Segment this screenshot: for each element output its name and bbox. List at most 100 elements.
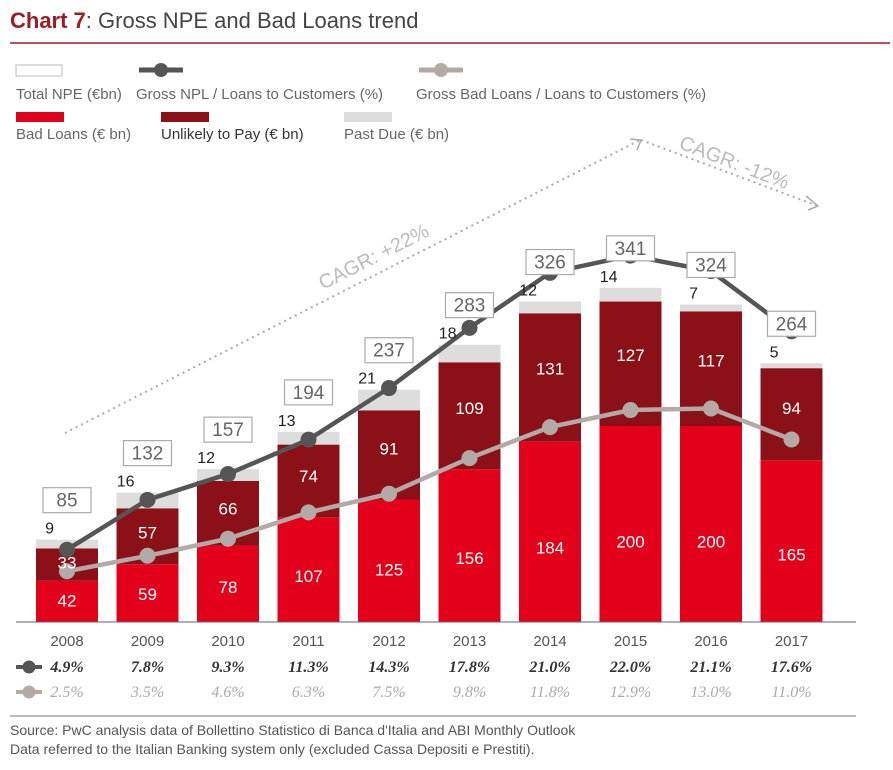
pct-npl-value: 22.0% [609, 659, 651, 676]
bar-bad-loans [358, 499, 420, 622]
total-npe-box [42, 487, 92, 514]
pct-bad-value: 4.6% [211, 684, 244, 701]
legend-swatch-total-npe [15, 64, 63, 77]
legend-label-total-npe: Total NPE (€bn) [16, 86, 122, 103]
bar-value-label: 91 [380, 440, 399, 459]
x-tick-label: 2017 [775, 633, 808, 650]
source-line-2: Data referred to the Italian Banking sys… [10, 741, 534, 757]
past-due-value-label: 12 [519, 283, 537, 300]
bar-value-label: 200 [697, 533, 725, 552]
bad-ratio-point [542, 419, 558, 436]
bar-value-label: 184 [536, 538, 564, 557]
total-npe-box [525, 248, 575, 276]
total-npe-box [122, 440, 173, 467]
pct-npl-value: 21.1% [689, 659, 731, 676]
bad-ratio-point [783, 431, 800, 448]
bar-value-label: 107 [294, 567, 322, 586]
bar-past-due [680, 304, 742, 312]
past-due-value-label: 21 [358, 371, 376, 388]
bar-value-label: 74 [299, 467, 318, 486]
bar-bad-loans [197, 545, 259, 622]
past-due-value-label: 12 [197, 450, 215, 467]
total-npe-box [283, 379, 334, 406]
pct-bad-value: 6.3% [292, 684, 325, 701]
pct-row-npl-marker [16, 660, 42, 674]
total-npe-box [686, 251, 736, 279]
x-tick-label: 2009 [131, 633, 164, 650]
bar-past-due [760, 363, 823, 369]
total-npe-label: 85 [56, 491, 77, 512]
pct-bad-value: 13.0% [690, 684, 731, 701]
bar-bad-loans [277, 517, 340, 622]
pct-bad-value: 11.0% [771, 684, 811, 701]
total-npe-label: 157 [212, 420, 244, 441]
bar-value-label: 156 [455, 549, 483, 568]
bad-ratio-point [59, 563, 75, 580]
legend-label-bad-loans: Bad Loans (€ bn) [16, 126, 131, 143]
past-due-value-label: 5 [770, 344, 779, 361]
bar-value-label: 109 [455, 399, 483, 418]
percent-table: 4.9% 2.5% 7.8% 3.5% 9.3% 4.6% 11.3% 6.3% 14.3% 7.… [16, 659, 812, 701]
legend-swatch-npl-ratio [139, 63, 183, 77]
bar-bad-loans [680, 426, 742, 622]
npl-ratio-point [381, 380, 397, 397]
total-npe-label: 326 [534, 253, 566, 274]
past-due-value-label: 7 [689, 285, 698, 302]
total-npe-box [605, 235, 656, 262]
bar-past-due [438, 344, 501, 363]
x-tick-label: 2010 [211, 633, 244, 650]
pct-bad-value: 2.5% [50, 684, 83, 701]
past-due-value-label: 16 [117, 474, 135, 491]
npl-ratio-line [65, 253, 793, 552]
cagr-up-arrowhead [629, 138, 643, 151]
chart-title: Chart 7: Gross NPE and Bad Loans trend [10, 8, 418, 33]
x-tick-label: 2011 [292, 633, 324, 650]
x-tick-label: 2008 [50, 633, 83, 650]
total-npe-box [364, 337, 414, 364]
npl-ratio-point [139, 491, 156, 508]
pct-bad-value: 3.5% [130, 684, 164, 701]
bar-bad-loans [760, 460, 823, 622]
pct-bad-value: 9.8% [453, 684, 486, 701]
bars-group [36, 287, 823, 622]
x-tick-label: 2012 [372, 633, 405, 650]
total-npe-label: 283 [454, 296, 486, 317]
legend-label-npl-ratio: Gross NPL / Loans to Customers (%) [136, 86, 383, 103]
bar-value-label: 165 [777, 546, 805, 565]
pct-npl-value: 4.9% [49, 659, 83, 676]
bar-past-due [599, 287, 662, 302]
bar-bad-loans [438, 469, 501, 622]
bad-ratio-point [300, 504, 317, 521]
total-npe-label: 132 [132, 444, 164, 465]
bar-value-label: 42 [58, 591, 77, 610]
legend-swatch-past-due [344, 112, 392, 122]
past-due-value-label: 9 [45, 521, 54, 538]
bar-past-due [358, 389, 420, 411]
pct-npl-value: 17.8% [449, 659, 490, 676]
pct-row-bad-marker [16, 685, 42, 699]
source-line-1: Source: PwC analysis data of Bollettino … [10, 722, 576, 738]
cagr-down-label: CAGR: -12% [676, 132, 792, 194]
legend-label-utp: Unlikely to Pay (€ bn) [161, 126, 304, 143]
pct-npl-value: 9.3% [211, 659, 244, 676]
labels-group: 4233985595716132786612157107741319412591… [42, 235, 817, 610]
npl-ratio-point [220, 466, 236, 483]
bad-ratio-point [461, 450, 478, 467]
past-due-value-label: 18 [439, 326, 457, 343]
legend-swatch-bad-ratio [419, 63, 463, 77]
cagr-down-arrowhead [805, 195, 820, 211]
x-tick-label: 2015 [614, 633, 647, 650]
pct-npl-value: 11.3% [288, 659, 328, 676]
pct-npl-value: 21.0% [528, 659, 570, 676]
x-tick-label: 2013 [453, 633, 486, 650]
chart-title-prefix: Chart 7 [10, 8, 86, 33]
bar-value-label: 131 [536, 360, 564, 379]
bar-value-label: 127 [616, 346, 644, 365]
total-npe-box [444, 292, 495, 319]
npl-ratio-point [461, 319, 478, 336]
bar-value-label: 66 [219, 500, 238, 519]
x-tick-label: 2016 [694, 633, 727, 650]
pct-npl-value: 17.6% [771, 659, 812, 676]
bar-value-label: 59 [138, 585, 157, 604]
